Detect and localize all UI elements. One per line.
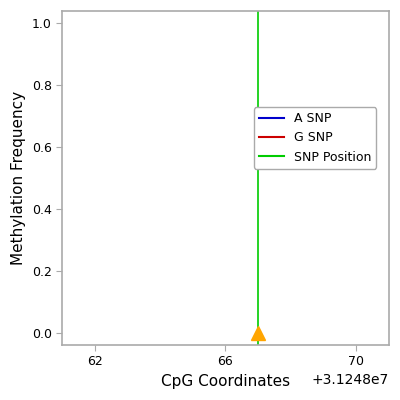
Y-axis label: Methylation Frequency: Methylation Frequency — [11, 91, 26, 265]
Legend: A SNP, G SNP, SNP Position: A SNP, G SNP, SNP Position — [254, 107, 376, 169]
X-axis label: CpG Coordinates: CpG Coordinates — [161, 374, 290, 389]
